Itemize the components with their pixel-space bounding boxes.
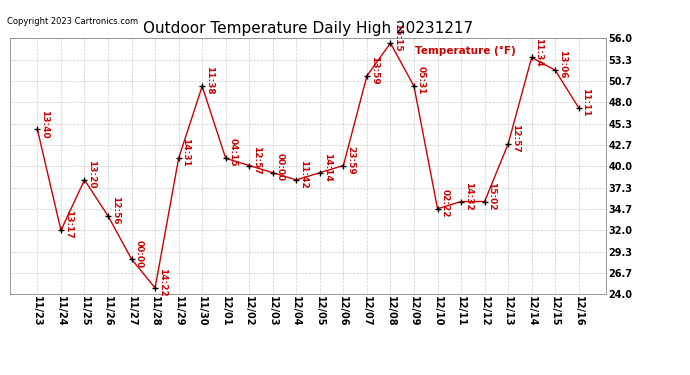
Title: Outdoor Temperature Daily High 20231217: Outdoor Temperature Daily High 20231217 [143,21,473,36]
Text: 14:22: 14:22 [158,268,167,297]
Text: 02:22: 02:22 [440,189,449,217]
Text: 12:57: 12:57 [511,124,520,153]
Text: 00:00: 00:00 [275,153,284,181]
Text: 11:11: 11:11 [582,88,591,117]
Text: 04:15: 04:15 [228,138,237,167]
Text: 13:40: 13:40 [40,110,49,138]
Text: 11:34: 11:34 [535,38,544,66]
Text: 14:31: 14:31 [181,138,190,167]
Text: Temperature (°F): Temperature (°F) [415,46,516,56]
Text: 12:57: 12:57 [252,146,261,174]
Text: 12:56: 12:56 [111,196,120,225]
Text: 23:59: 23:59 [346,146,355,174]
Text: 13:17: 13:17 [63,210,72,239]
Text: 14:32: 14:32 [464,182,473,210]
Text: Copyright 2023 Cartronics.com: Copyright 2023 Cartronics.com [7,17,138,26]
Text: 15:15: 15:15 [393,23,402,52]
Text: 05:31: 05:31 [417,66,426,95]
Text: 11:38: 11:38 [205,66,214,95]
Text: 00:00: 00:00 [135,240,144,268]
Text: 13:20: 13:20 [87,160,97,189]
Text: 13:59: 13:59 [370,56,379,85]
Text: 11:42: 11:42 [299,160,308,189]
Text: 14:14: 14:14 [323,153,332,182]
Text: 13:06: 13:06 [558,51,567,79]
Text: 15:02: 15:02 [487,182,496,210]
